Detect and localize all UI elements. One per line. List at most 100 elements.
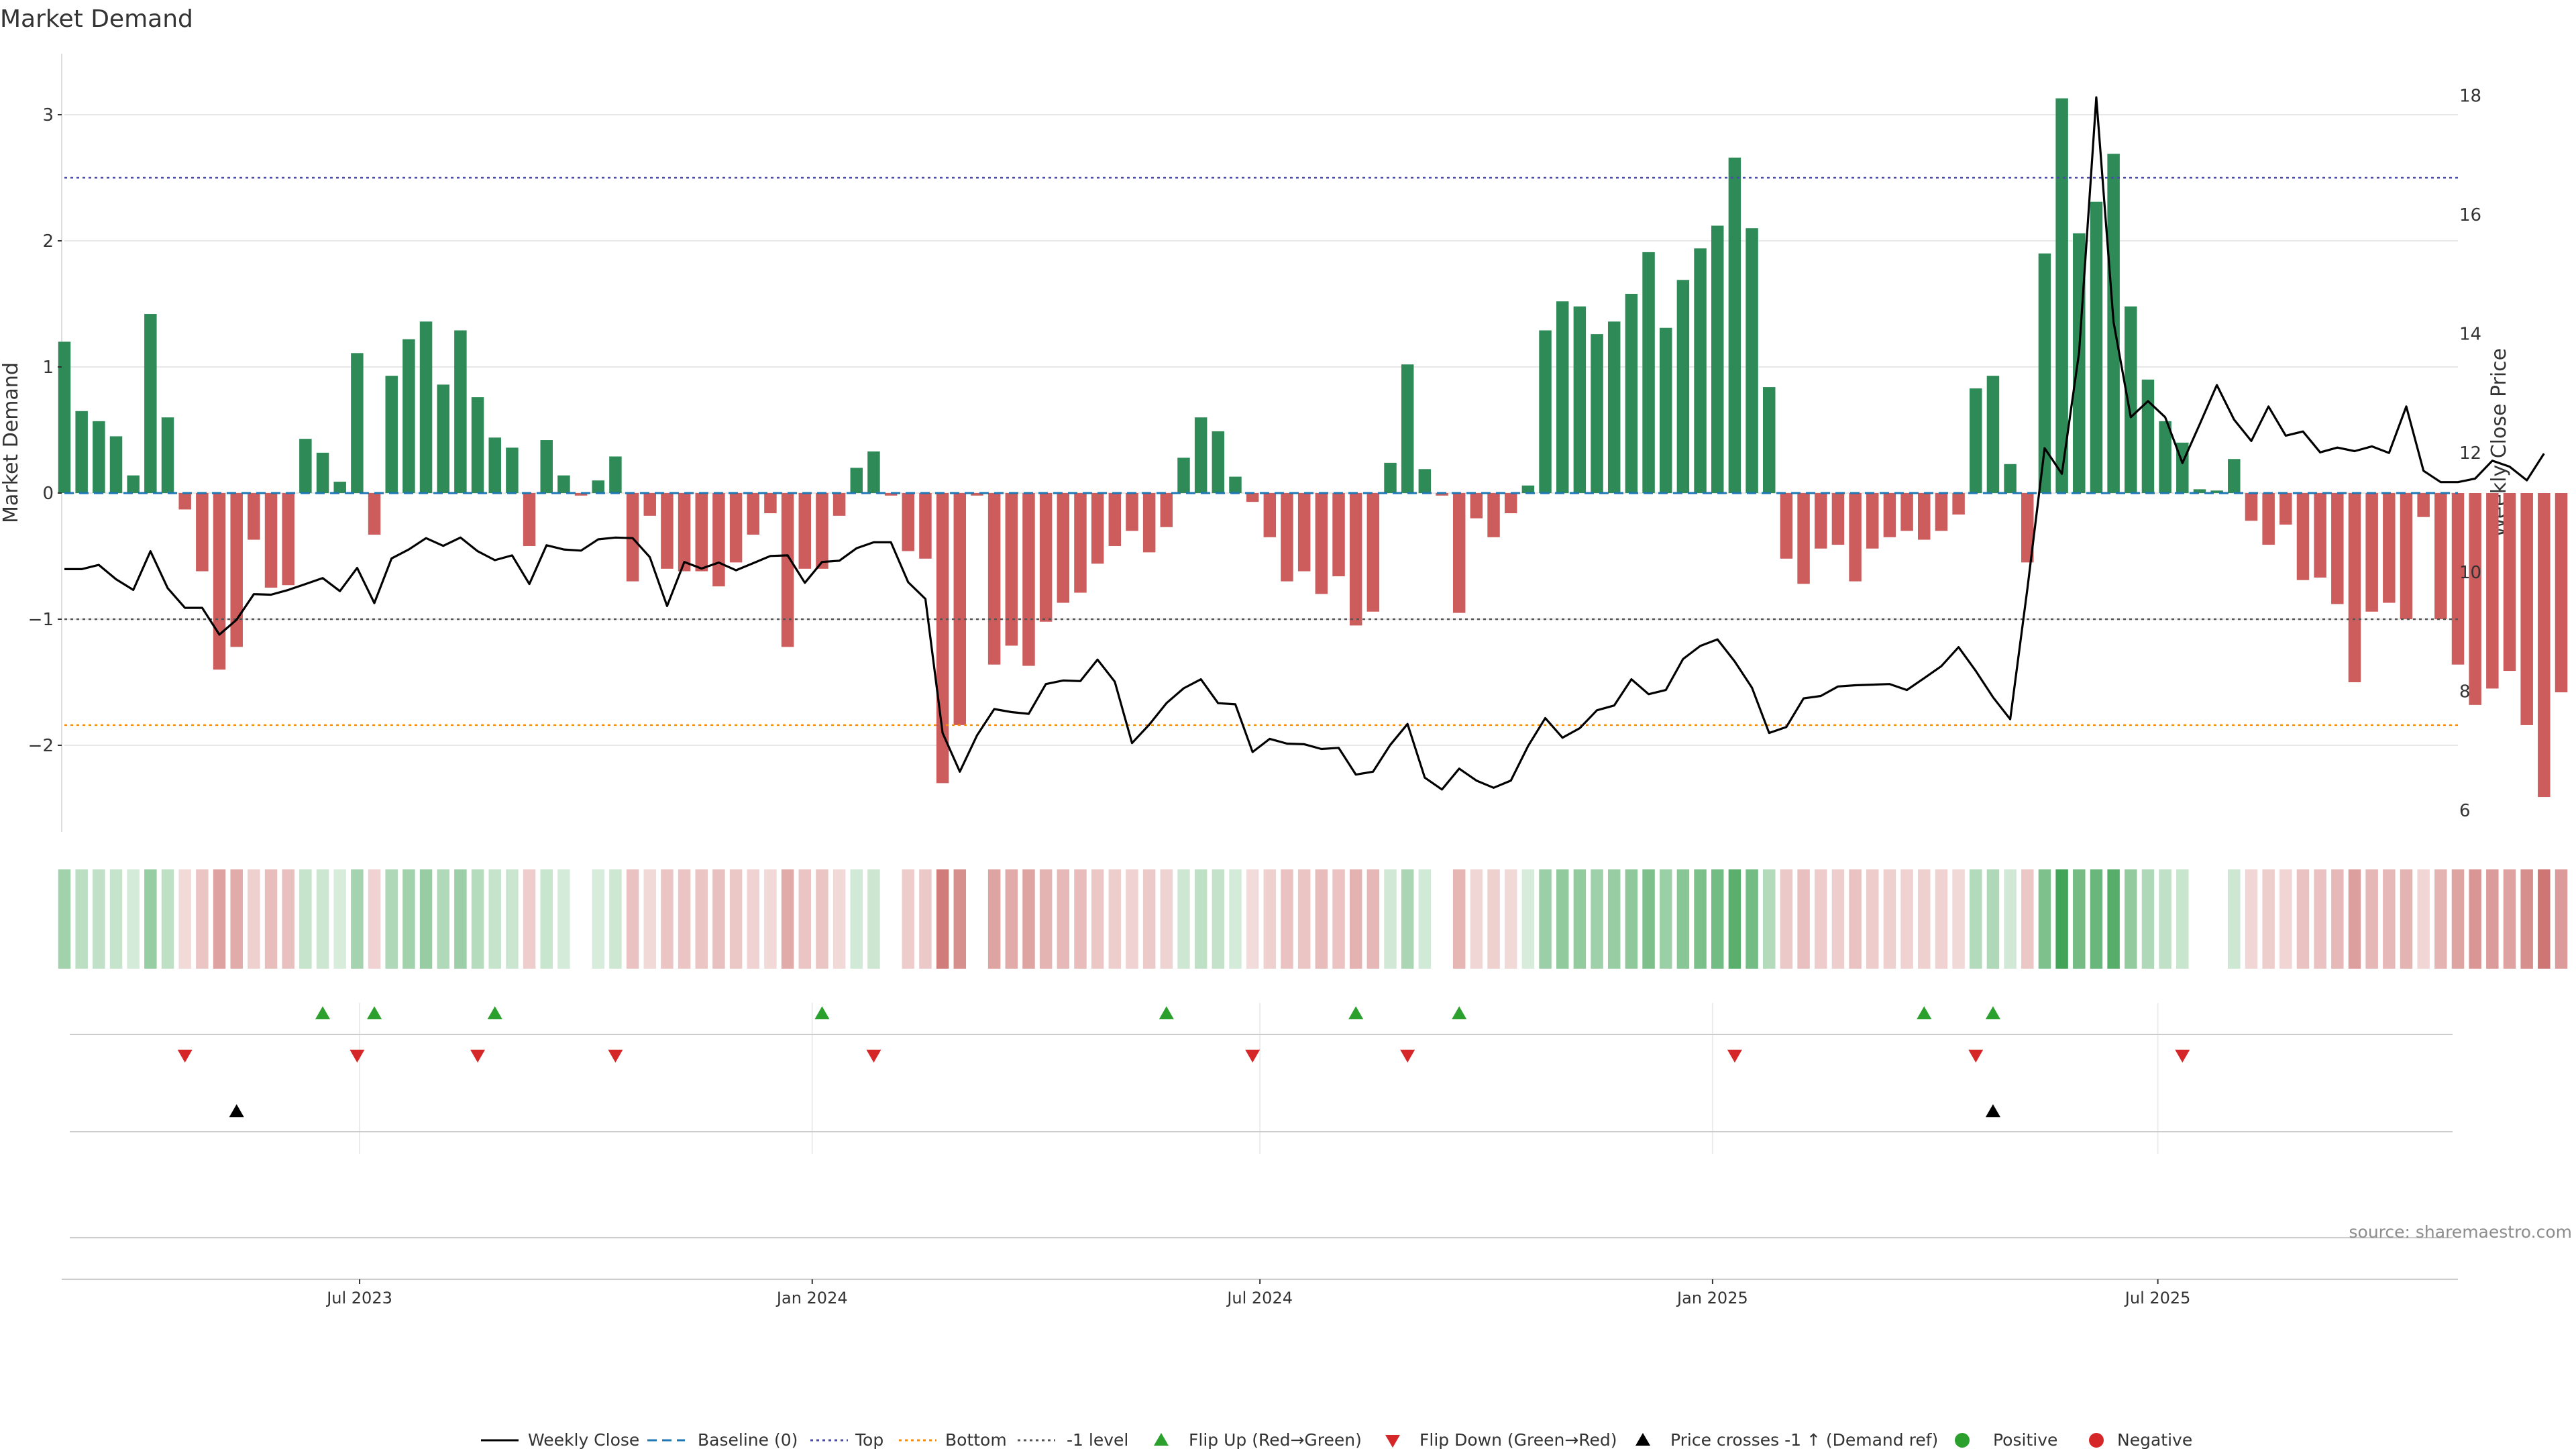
demand-bar: [2125, 306, 2137, 493]
demand-bar: [1005, 493, 1018, 646]
demand-bar: [798, 493, 812, 569]
demand-bar: [2400, 493, 2413, 619]
legend-swatch-dot: [1955, 1433, 1970, 1448]
demand-bar: [574, 493, 588, 496]
heat-cell: [506, 869, 519, 969]
heat-cell: [540, 869, 553, 969]
demand-bar: [2555, 493, 2568, 693]
heat-cell: [2469, 869, 2481, 969]
demand-bar: [1194, 417, 1208, 493]
demand-bar: [609, 456, 622, 493]
y2-tick-label: 8: [2459, 682, 2471, 702]
demand-bar: [712, 493, 725, 587]
heat-cell: [1521, 869, 1535, 969]
demand-bar: [1521, 485, 1535, 493]
demand-bar: [1986, 376, 2000, 493]
demand-bar: [1366, 493, 1380, 612]
demand-bar: [1918, 493, 1931, 540]
flip-down-marker: [1968, 1049, 1984, 1063]
flip-up-marker: [315, 1006, 331, 1020]
demand-bar: [2451, 493, 2465, 665]
heat-cell: [2038, 869, 2051, 969]
y-axis-label: Market Demand: [0, 362, 23, 523]
heat-cell: [264, 869, 278, 969]
heat-cell: [1659, 869, 1672, 969]
heat-cell: [1229, 869, 1242, 969]
heat-cell: [316, 869, 329, 969]
legend-label: Top: [855, 1430, 883, 1449]
heat-cell: [1539, 869, 1552, 969]
legend-label: Flip Up (Red→Green): [1189, 1430, 1362, 1449]
heat-cell: [1935, 869, 1948, 969]
demand-bar: [1384, 462, 1397, 493]
flip-up-marker: [814, 1006, 830, 1020]
heat-cell: [2004, 869, 2017, 969]
heat-cell: [2555, 869, 2568, 969]
legend-label: Positive: [1993, 1430, 2057, 1449]
heat-cell: [2176, 869, 2189, 969]
demand-bar: [2210, 490, 2223, 493]
heat-cell: [1194, 869, 1208, 969]
heat-cell: [1866, 869, 1879, 969]
heat-cell: [867, 869, 880, 969]
heat-cell: [609, 869, 622, 969]
heat-cell: [1607, 869, 1621, 969]
heat-cell: [248, 869, 260, 969]
demand-bar: [2262, 493, 2275, 545]
y2-tick-label: 10: [2459, 563, 2481, 583]
heat-cell: [936, 869, 949, 969]
demand-bar: [540, 440, 553, 493]
heat-cell: [1452, 869, 1466, 969]
demand-bar: [2021, 493, 2034, 563]
heat-cell: [1762, 869, 1776, 969]
heat-cell: [661, 869, 674, 969]
heat-cell: [1900, 869, 1913, 969]
demand-bar: [2331, 493, 2344, 604]
demand-bar: [93, 421, 105, 493]
demand-bar: [196, 493, 209, 572]
demand-bar: [1126, 493, 1138, 531]
demand-bar: [1074, 493, 1087, 593]
legend-label: -1 level: [1067, 1430, 1128, 1449]
heat-cell: [1986, 869, 2000, 969]
heat-cell: [333, 869, 346, 969]
demand-bar: [1263, 493, 1277, 537]
heat-cell: [2400, 869, 2413, 969]
demand-bar: [1297, 493, 1311, 572]
x-tick-label: Jan 2025: [1676, 1289, 1748, 1307]
heat-cell: [678, 869, 691, 969]
y2-tick-label: 18: [2459, 86, 2481, 106]
demand-bar: [833, 493, 846, 516]
heat-cell: [178, 869, 191, 969]
demand-bar: [1452, 493, 1466, 613]
legend-label: Weekly Close: [528, 1430, 639, 1449]
demand-bar: [971, 493, 983, 496]
demand-bar: [1625, 293, 1638, 493]
heat-cell: [419, 869, 433, 969]
demand-bar: [781, 493, 794, 647]
demand-bar: [2296, 493, 2310, 580]
demand-bar: [2486, 493, 2499, 689]
heat-cell: [1126, 869, 1138, 969]
demand-bar: [1177, 458, 1190, 493]
heat-cell: [1142, 869, 1156, 969]
demand-bar: [1401, 364, 1414, 493]
heat-cell: [816, 869, 828, 969]
heat-cell: [1177, 869, 1190, 969]
heat-cell: [2073, 869, 2086, 969]
heat-cell: [2090, 869, 2103, 969]
heat-cell: [2314, 869, 2326, 969]
heat-cell: [2383, 869, 2396, 969]
demand-bar: [987, 493, 1001, 665]
demand-bar: [1746, 228, 1758, 493]
demand-bar: [678, 493, 691, 572]
heat-cell: [1384, 869, 1397, 969]
heat-cell: [2538, 869, 2551, 969]
flip-down-marker: [177, 1049, 193, 1063]
heat-cell: [2348, 869, 2361, 969]
demand-bar: [1418, 469, 1432, 493]
heat-cell: [2331, 869, 2344, 969]
heat-cell: [1332, 869, 1345, 969]
heat-cell: [385, 869, 398, 969]
